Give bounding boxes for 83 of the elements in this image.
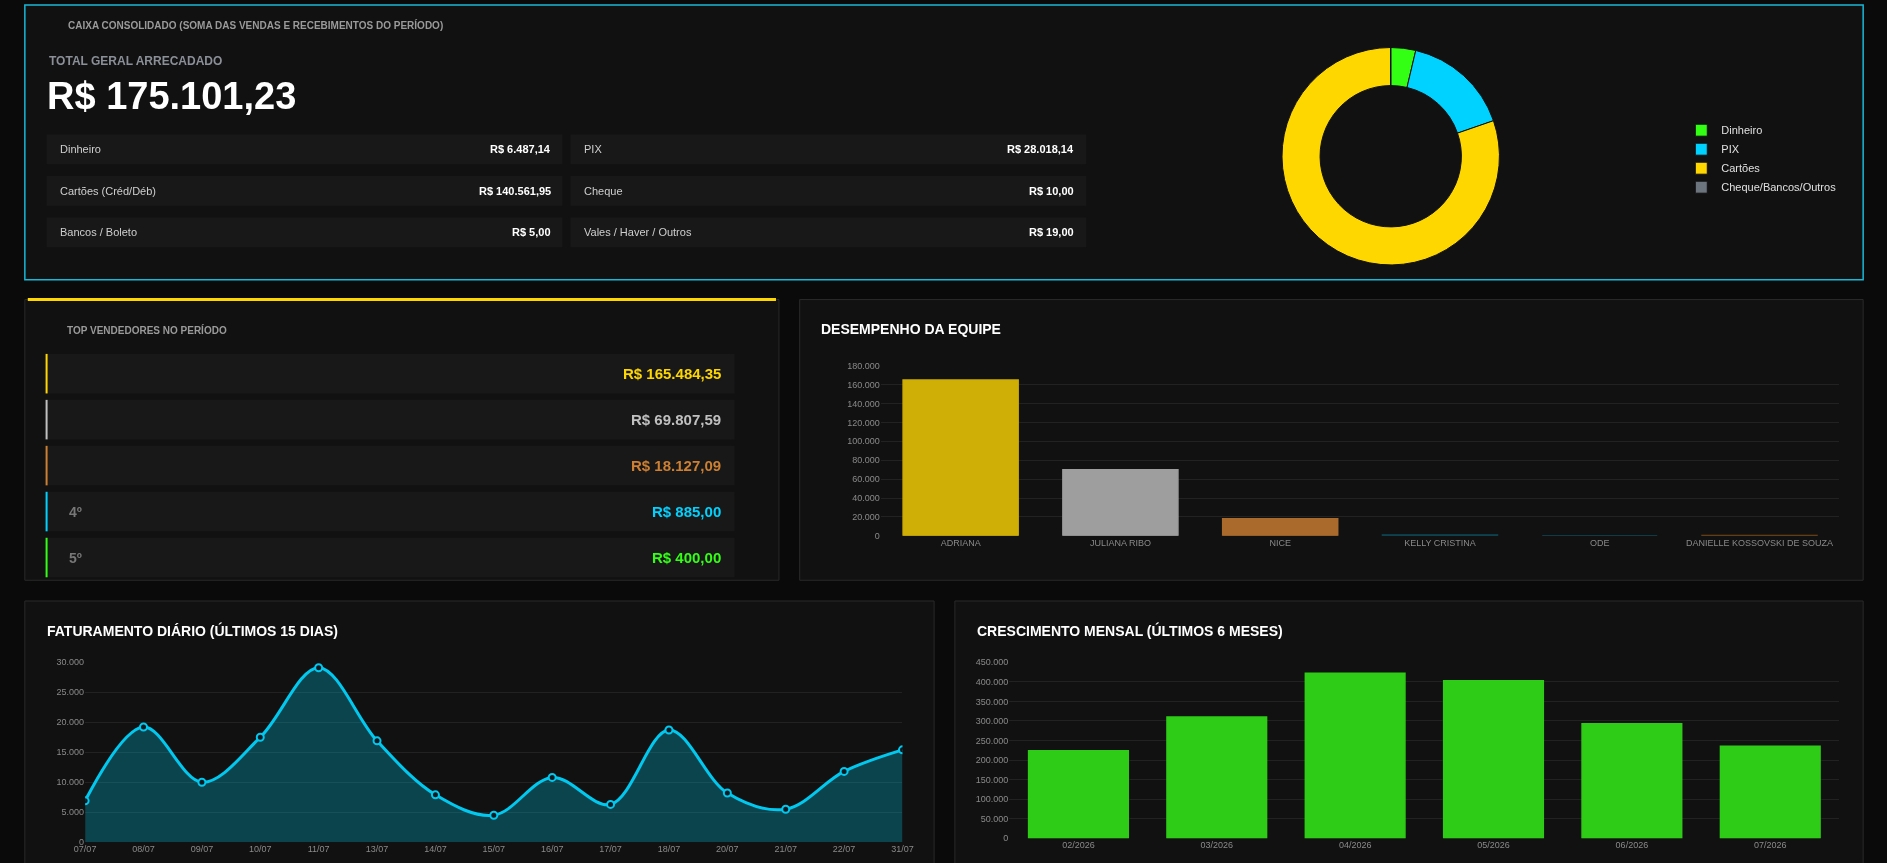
text: Cartões (Créd/Déb): [60, 185, 156, 197]
x-tick-label: 04/2026: [1338, 840, 1372, 851]
text: TOTAL GERAL ARRECADADO: [49, 54, 223, 68]
text: Bancos / Boleto: [60, 226, 138, 238]
text: CAIXA CONSOLIDADO (SOMA DAS VENDAS E RECEBIMENTOS DO PERÍODO): [68, 19, 444, 31]
text: R$ 6.487,14: [490, 143, 551, 155]
text: R$ 10,00: [1029, 185, 1074, 197]
y-tick-label: 0: [874, 530, 880, 541]
y-tick-label: 20.000: [56, 717, 85, 728]
x-tick-label: 08/07: [132, 844, 155, 855]
x-tick-label: 02/2026: [1062, 840, 1095, 851]
category-label: 5º: [69, 550, 82, 566]
y-tick-label: 160.000: [847, 379, 880, 390]
x-tick-label: 11/07: [307, 844, 330, 855]
y-tick-label: 300.000: [975, 716, 1009, 727]
legend-label: Cartões: [1721, 162, 1761, 175]
x-tick-label: 16/07: [540, 844, 564, 855]
text: R$ 885,00: [652, 503, 722, 520]
y-tick-label: 100.000: [975, 794, 1009, 805]
text: R$ 5,00: [512, 226, 551, 238]
y-tick-label: 15.000: [56, 747, 85, 758]
x-tick-label: 17/07: [599, 844, 622, 855]
x-tick-label: 22/07: [832, 844, 856, 855]
chart-title: FATURAMENTO DIÁRIO (ÚLTIMOS 15 DIAS): [47, 622, 338, 639]
y-tick-label: 350.000: [975, 696, 1009, 707]
x-tick-label: ODE: [1590, 537, 1610, 548]
text: Dinheiro: [60, 143, 101, 155]
y-tick-label: 25.000: [56, 687, 85, 698]
legend-label: Cheque/Bancos/Outros: [1721, 181, 1837, 194]
y-tick-label: 80.000: [852, 455, 880, 466]
chart-title: DESEMPENHO DA EQUIPE: [821, 321, 1001, 337]
y-tick-label: 100.000: [847, 436, 880, 447]
x-tick-label: 20/07: [716, 844, 739, 855]
y-tick-label: 40.000: [852, 493, 880, 504]
text: R$ 69.807,59: [631, 411, 722, 428]
x-tick-label: DANIELLE KOSSOVSKI DE SOUZA: [1686, 537, 1834, 548]
x-tick-label: 06/2026: [1615, 840, 1649, 851]
y-tick-label: 250.000: [975, 735, 1009, 746]
y-tick-label: 140.000: [847, 398, 880, 409]
text: R$ 18.127,09: [631, 457, 722, 474]
y-tick-label: 0: [1003, 833, 1009, 844]
y-tick-label: 180.000: [847, 360, 880, 371]
legend-label: PIX: [1721, 143, 1740, 156]
x-tick-label: KELLY CRISTINA: [1404, 537, 1476, 548]
x-tick-label: 05/2026: [1477, 840, 1510, 851]
category-label: 4º: [69, 504, 82, 520]
text: Cheque: [584, 185, 623, 197]
y-tick-label: 20.000: [852, 512, 880, 523]
x-tick-label: NICE: [1269, 537, 1291, 548]
x-tick-label: 13/07: [365, 844, 389, 855]
y-tick-label: 120.000: [847, 417, 880, 428]
x-tick-label: 09/07: [190, 844, 214, 855]
text: PIX: [584, 143, 603, 155]
text: TOP VENDEDORES NO PERÍODO: [67, 324, 227, 336]
x-tick-label: JULIANA RIBO: [1089, 537, 1151, 548]
y-tick-label: 200.000: [975, 755, 1009, 766]
text: R$ 19,00: [1029, 226, 1074, 238]
text: R$ 400,00: [652, 549, 722, 566]
x-tick-label: 14/07: [424, 844, 447, 855]
x-tick-label: 10/07: [249, 844, 272, 855]
y-tick-label: 10.000: [56, 777, 85, 788]
y-tick-label: 60.000: [852, 474, 880, 485]
x-tick-label: 07/07: [73, 844, 97, 855]
y-tick-label: 450.000: [975, 657, 1009, 668]
text: R$ 140.561,95: [479, 185, 552, 197]
y-tick-label: 150.000: [975, 774, 1009, 785]
x-tick-label: 31/07: [891, 844, 914, 855]
y-tick-label: 5.000: [61, 807, 85, 818]
x-tick-label: 15/07: [482, 844, 506, 855]
text: R$ 28.018,14: [1007, 143, 1074, 155]
text: Vales / Haver / Outros: [584, 226, 692, 238]
y-tick-label: 50.000: [980, 813, 1009, 824]
x-tick-label: 07/2026: [1753, 840, 1787, 851]
text: R$ 175.101,23: [47, 75, 297, 117]
y-tick-label: 400.000: [975, 676, 1009, 687]
x-tick-label: 03/2026: [1200, 840, 1234, 851]
y-tick-label: 30.000: [56, 657, 85, 668]
legend-label: Dinheiro: [1721, 124, 1763, 137]
x-tick-label: ADRIANA: [940, 537, 981, 548]
x-tick-label: 18/07: [657, 844, 681, 855]
text: R$ 165.484,35: [623, 365, 722, 382]
x-tick-label: 21/07: [774, 844, 797, 855]
chart-title: CRESCIMENTO MENSAL (ÚLTIMOS 6 MESES): [977, 622, 1283, 639]
